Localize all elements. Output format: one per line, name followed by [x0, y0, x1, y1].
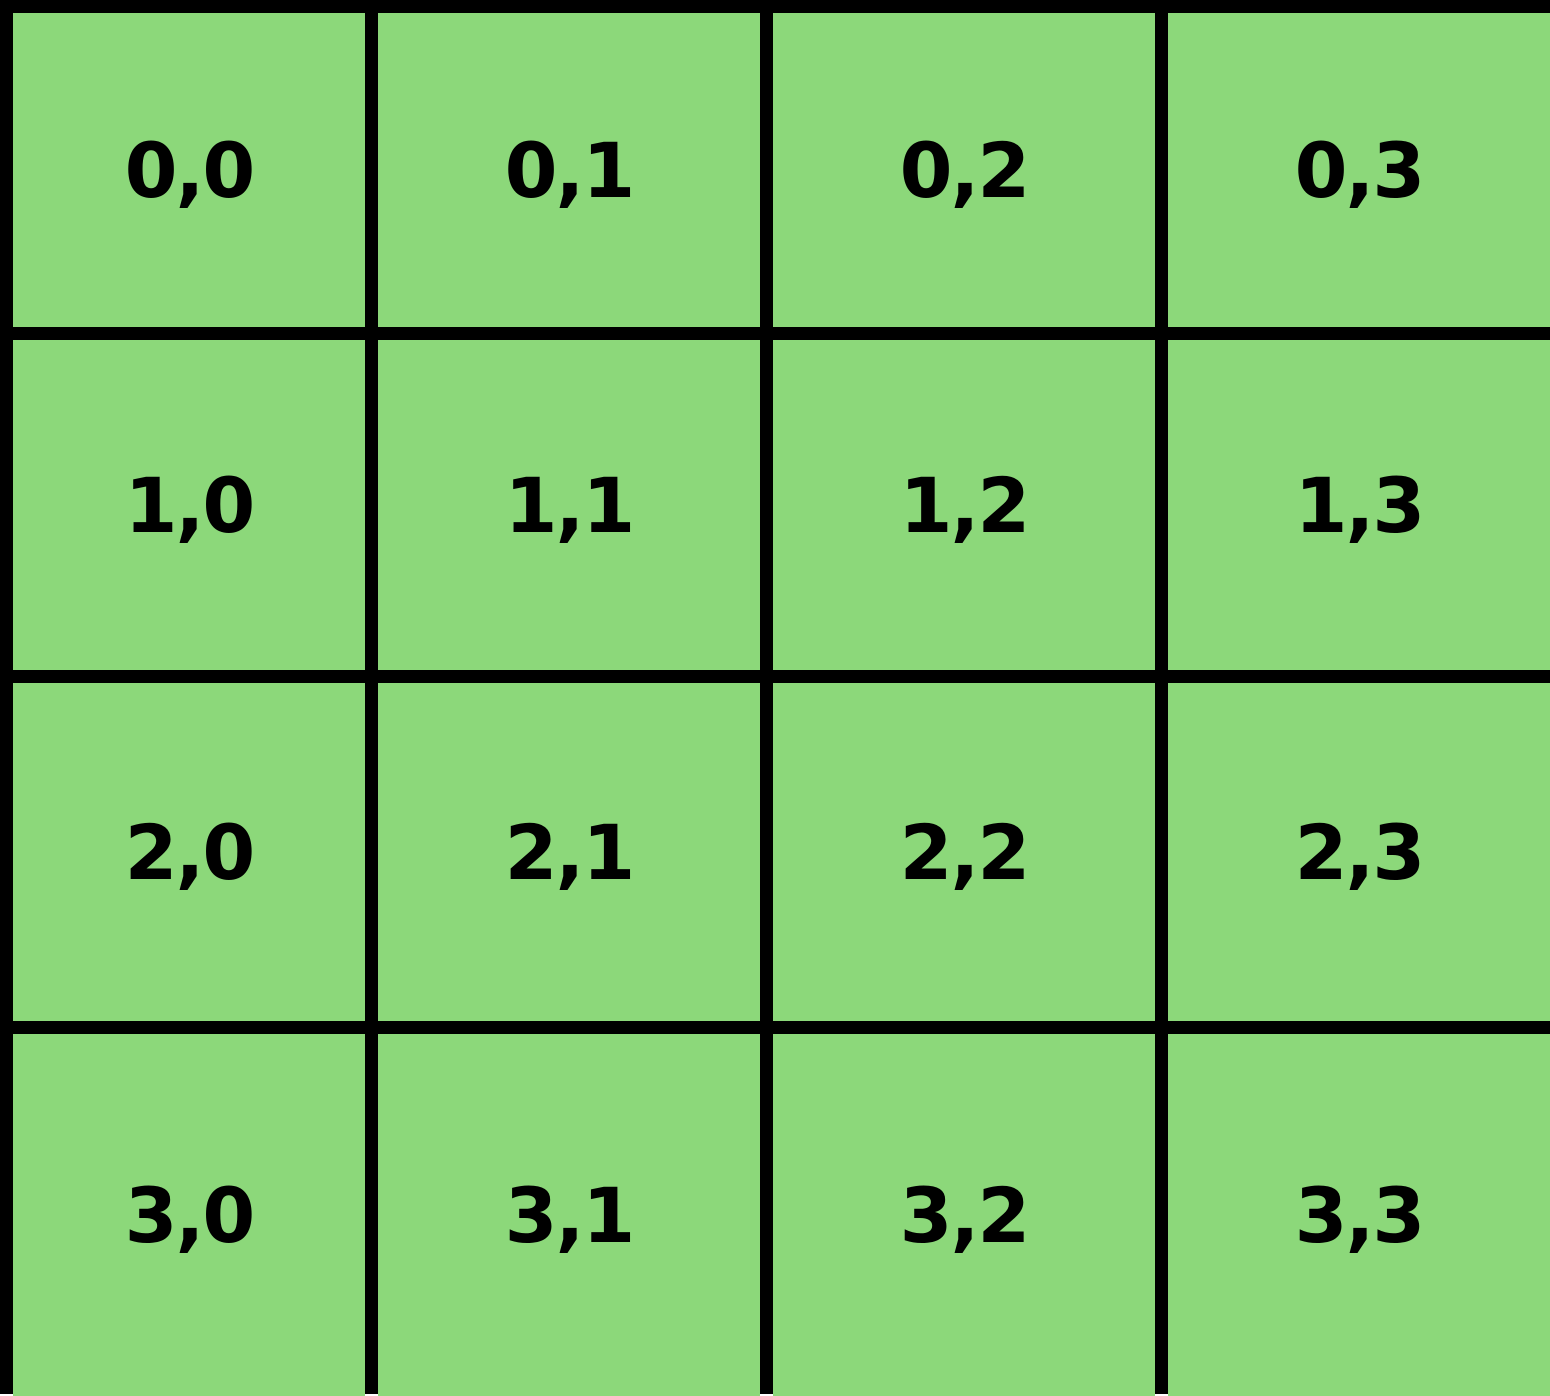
grid-cell-3-0: 3,0 — [13, 1034, 365, 1396]
grid-cell-3-3: 3,3 — [1168, 1034, 1550, 1396]
grid-cell-2-1: 2,1 — [378, 683, 760, 1021]
grid-cell-2-3: 2,3 — [1168, 683, 1550, 1021]
grid-cell-3-1: 3,1 — [378, 1034, 760, 1396]
grid-cell-0-2: 0,2 — [773, 13, 1155, 327]
grid-cell-3-2: 3,2 — [773, 1034, 1155, 1396]
grid-cell-0-1: 0,1 — [378, 13, 760, 327]
grid-cell-1-2: 1,2 — [773, 340, 1155, 670]
coordinate-grid: 0,0 0,1 0,2 0,3 1,0 1,1 1,2 1,3 2,0 2,1 … — [5, 5, 1550, 1396]
grid-cell-0-0: 0,0 — [13, 13, 365, 327]
grid-cell-2-2: 2,2 — [773, 683, 1155, 1021]
grid-cell-0-3: 0,3 — [1168, 13, 1550, 327]
grid-cell-1-3: 1,3 — [1168, 340, 1550, 670]
grid-cell-1-1: 1,1 — [378, 340, 760, 670]
grid-cell-2-0: 2,0 — [13, 683, 365, 1021]
grid-cell-1-0: 1,0 — [13, 340, 365, 670]
